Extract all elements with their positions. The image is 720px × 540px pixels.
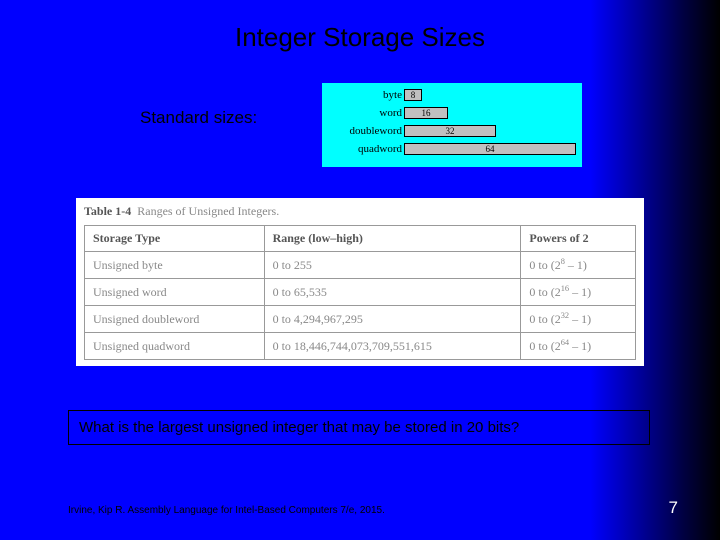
cell-range: 0 to 65,535 — [264, 279, 521, 306]
range-table: Storage TypeRange (low–high)Powers of 2 … — [84, 225, 636, 360]
cell-storage-type: Unsigned doubleword — [85, 306, 265, 333]
size-type-label: quadword — [358, 143, 402, 155]
size-bar: 16 — [404, 107, 448, 119]
table-row: Unsigned byte0 to 2550 to (28 – 1) — [85, 252, 636, 279]
table-caption-bold: Table 1-4 — [84, 204, 131, 218]
cell-powers: 0 to (264 – 1) — [521, 333, 636, 360]
size-bar: 64 — [404, 143, 576, 155]
size-diagram: byte8word16doubleword32quadword64 — [322, 83, 582, 167]
size-type-label: doubleword — [349, 125, 402, 137]
page-number: 7 — [669, 498, 678, 518]
size-row: word16 — [322, 105, 582, 123]
table-header: Storage Type — [85, 226, 265, 252]
cell-powers: 0 to (232 – 1) — [521, 306, 636, 333]
size-type-label: byte — [383, 89, 402, 101]
question-box: What is the largest unsigned integer tha… — [68, 410, 650, 445]
cell-powers: 0 to (28 – 1) — [521, 252, 636, 279]
cell-range: 0 to 255 — [264, 252, 521, 279]
size-row: doubleword32 — [322, 123, 582, 141]
cell-storage-type: Unsigned word — [85, 279, 265, 306]
cell-storage-type: Unsigned byte — [85, 252, 265, 279]
size-row: quadword64 — [322, 141, 582, 159]
slide-title: Integer Storage Sizes — [0, 0, 720, 53]
table-caption-rest: Ranges of Unsigned Integers. — [137, 204, 279, 218]
table-caption: Table 1-4 Ranges of Unsigned Integers. — [84, 204, 636, 219]
footer-citation: Irvine, Kip R. Assembly Language for Int… — [68, 505, 385, 516]
range-table-block: Table 1-4 Ranges of Unsigned Integers. S… — [76, 198, 644, 366]
size-bar: 32 — [404, 125, 496, 137]
size-type-label: word — [379, 107, 402, 119]
table-header: Range (low–high) — [264, 226, 521, 252]
table-row: Unsigned word0 to 65,5350 to (216 – 1) — [85, 279, 636, 306]
table-row: Unsigned doubleword0 to 4,294,967,2950 t… — [85, 306, 636, 333]
size-row: byte8 — [322, 87, 582, 105]
cell-storage-type: Unsigned quadword — [85, 333, 265, 360]
size-bar: 8 — [404, 89, 422, 101]
standard-sizes-label: Standard sizes: — [140, 108, 257, 128]
table-header: Powers of 2 — [521, 226, 636, 252]
table-row: Unsigned quadword0 to 18,446,744,073,709… — [85, 333, 636, 360]
cell-range: 0 to 4,294,967,295 — [264, 306, 521, 333]
cell-range: 0 to 18,446,744,073,709,551,615 — [264, 333, 521, 360]
cell-powers: 0 to (216 – 1) — [521, 279, 636, 306]
